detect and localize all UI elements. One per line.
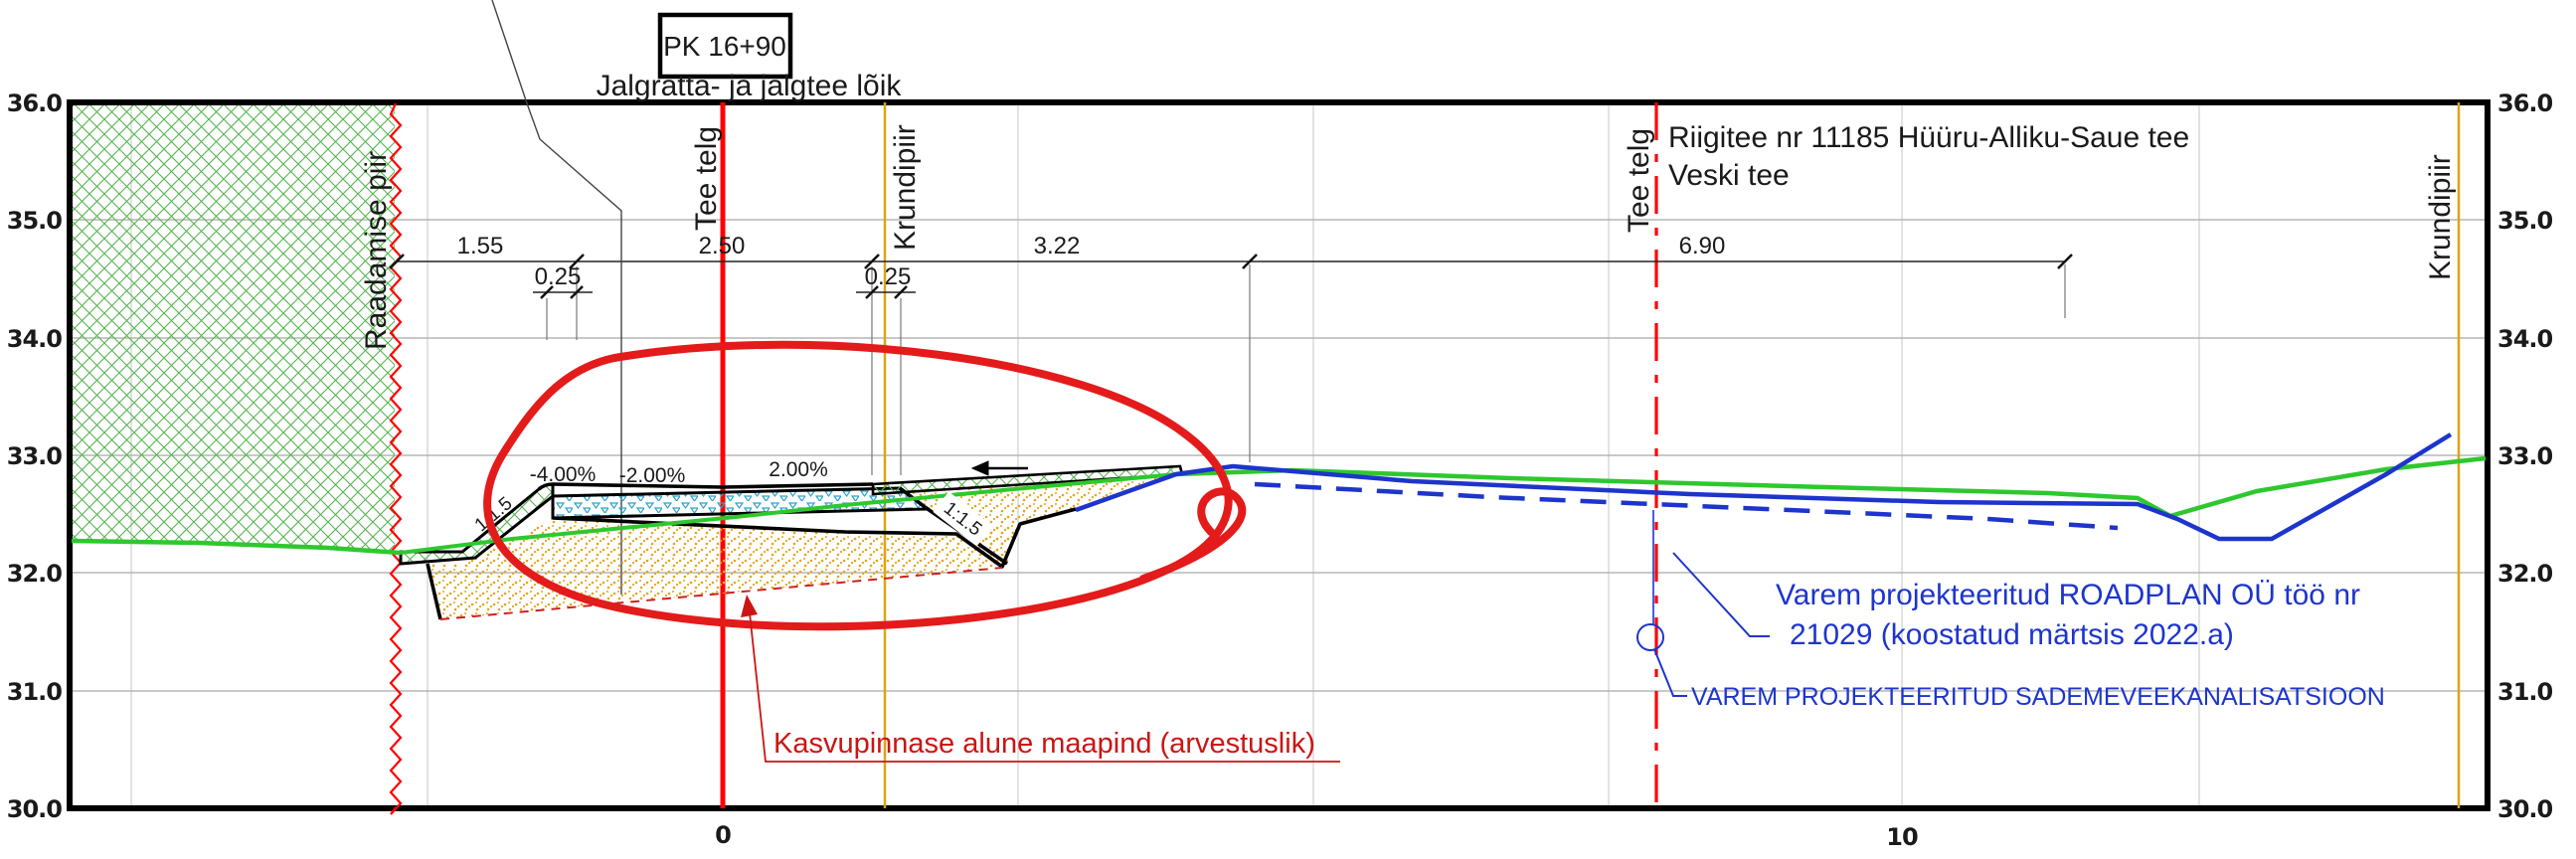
previous-design-road-line [1075,432,2453,542]
boundary-lines [389,102,2461,815]
property-line-left-label: Krundipiir [889,124,922,251]
dim-0-25-right: 0.25 [865,263,912,290]
chart-frame [67,99,2490,811]
y-label: 30.0 [2497,795,2553,823]
x-axis: 0 10 [715,821,1919,851]
road-title-line2: Veski tee [1668,159,1790,192]
slope-left-lane: -2.00% [619,464,686,487]
existing-ground-right [1175,455,2487,519]
section-title: Jalgratta- ja jalgtee lõik [597,70,903,102]
y-label: 36.0 [7,89,63,117]
road-axis-left-label: Tee telg [690,126,723,231]
y-label: 33.0 [7,442,63,470]
road-axis-right-label: Tee telg [1623,128,1655,233]
batter-right-label-bg [933,491,993,547]
y-label: 30.0 [7,795,63,823]
subsoil-line [439,567,1003,620]
existing-ground-left [71,538,402,556]
y-axis-right: 36.0 35.0 34.0 33.0 32.0 31.0 30.0 [2497,89,2554,823]
station-label: PK 16+90 [663,31,786,62]
sewer-annotation: VAREM PROJEKTEERITUD SADEMEVEEKANALISATS… [1636,623,2385,711]
dim-2-50: 2.50 [699,233,746,259]
property-line-right-label: Krundipiir [2424,154,2457,280]
prev-design-line2-text: 21029 (koostatud märtsis 2022.a) [1790,618,2234,651]
manhole-icon [1636,623,1664,651]
road-title-line1: Riigitee nr 11185 Hüüru-Alliku-Saue tee [1668,121,2189,154]
subsoil-note-text: Kasvupinnase alune maapind (arvestuslik) [773,728,1315,760]
y-label: 35.0 [7,207,63,235]
dimension-lines [389,254,2073,475]
y-label: 31.0 [2497,678,2553,706]
prev-sewer-text: VAREM PROJEKTEERITUD SADEMEVEEKANALISATS… [1691,683,2385,711]
boundary-labels: Raadamise piir Tee telg Krundipiir Tee t… [360,124,2457,350]
y-label: 35.0 [2497,207,2553,235]
y-axis-left: 36.0 35.0 34.0 33.0 32.0 31.0 30.0 [7,89,64,823]
clearing-limit-line [389,102,403,815]
y-label: 32.0 [7,560,63,588]
direction-arrow-icon [970,460,1028,476]
slope-left-shoulder: -4.00% [530,463,597,486]
y-label: 34.0 [7,325,63,353]
red-arrowhead-icon [741,595,758,617]
clearing-hatch-area [72,103,395,553]
red-marker-ellipse [483,340,1247,631]
y-label: 32.0 [2497,560,2553,588]
y-label: 31.0 [7,678,63,706]
dim-3-22: 3.22 [1034,233,1081,259]
x-label-0: 0 [715,821,731,849]
dim-6-90: 6.90 [1679,233,1726,259]
previous-design-dashed-line [1254,481,2119,531]
y-label: 36.0 [2497,89,2553,117]
prev-design-line1-text: Varem projekteeritud ROADPLAN OÜ töö nr [1776,579,2360,611]
subsoil-annotation: Kasvupinnase alune maapind (arvestuslik) [741,595,1340,763]
road-cross-section [399,464,1184,620]
station-leader-line [491,0,622,595]
dim-0-25-left: 0.25 [535,263,582,290]
dimension-labels: 1.55 0.25 2.50 0.25 3.22 6.90 [457,233,1726,290]
section-outlines [426,482,1077,620]
station-box: PK 16+90 [657,12,793,80]
clearing-limit-label: Raadamise piir [360,151,393,350]
x-label-10: 10 [1886,823,1918,851]
dim-1-55: 1.55 [457,233,504,259]
y-label: 33.0 [2497,442,2553,470]
previous-design-annotation: Varem projekteeritud ROADPLAN OÜ töö nr … [1672,552,2360,651]
y-label: 34.0 [2497,325,2553,353]
slope-right-lane: 2.00% [769,458,828,481]
